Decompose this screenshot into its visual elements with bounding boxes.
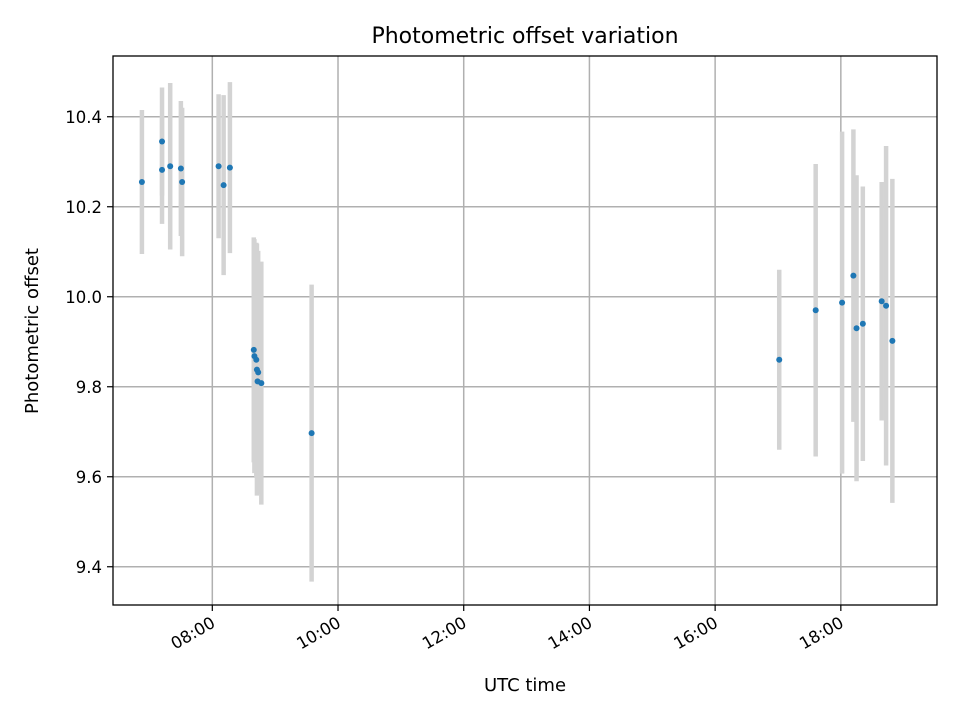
plot-area-frame <box>112 55 938 606</box>
data-point <box>255 369 262 376</box>
y-tick-label: 10.4 <box>65 108 102 127</box>
data-point <box>159 138 166 145</box>
data-point <box>853 325 860 332</box>
grid-lines <box>113 56 937 605</box>
y-axis-label: Photometric offset <box>22 248 43 414</box>
data-point <box>889 337 896 344</box>
data-point <box>839 299 846 306</box>
data-point <box>812 307 819 314</box>
x-tick-label: 16:00 <box>670 613 721 653</box>
data-point <box>179 179 186 185</box>
x-tick-label: 14:00 <box>545 613 596 653</box>
x-tick-label: 08:00 <box>168 613 219 653</box>
data-point <box>883 302 890 309</box>
data-point <box>308 430 315 437</box>
data-point <box>220 182 227 189</box>
data-point <box>776 356 783 363</box>
data-point <box>850 272 857 279</box>
y-tick-label: 10.2 <box>65 198 102 217</box>
data-point <box>177 165 184 172</box>
data-point <box>859 320 866 327</box>
x-tick-label: 12:00 <box>419 613 470 653</box>
data-point <box>138 179 145 185</box>
x-tick-label: 18:00 <box>796 613 847 653</box>
y-tick-label: 9.8 <box>76 378 102 397</box>
data-point <box>167 163 174 170</box>
data-point <box>258 380 265 387</box>
y-tick-label: 9.4 <box>76 558 102 577</box>
data-points <box>138 138 896 437</box>
data-point <box>250 346 257 353</box>
data-point <box>159 166 166 173</box>
x-axis-label: UTC time <box>484 675 566 696</box>
y-tick-label: 10.0 <box>65 288 102 307</box>
data-point <box>253 356 260 363</box>
chart-title: Photometric offset variation <box>371 24 678 49</box>
x-tick-label: 10:00 <box>293 613 344 653</box>
data-point <box>226 164 233 171</box>
error-bars <box>139 82 895 582</box>
data-point <box>215 163 222 170</box>
data-point <box>878 298 885 305</box>
y-tick-label: 9.6 <box>76 468 102 487</box>
